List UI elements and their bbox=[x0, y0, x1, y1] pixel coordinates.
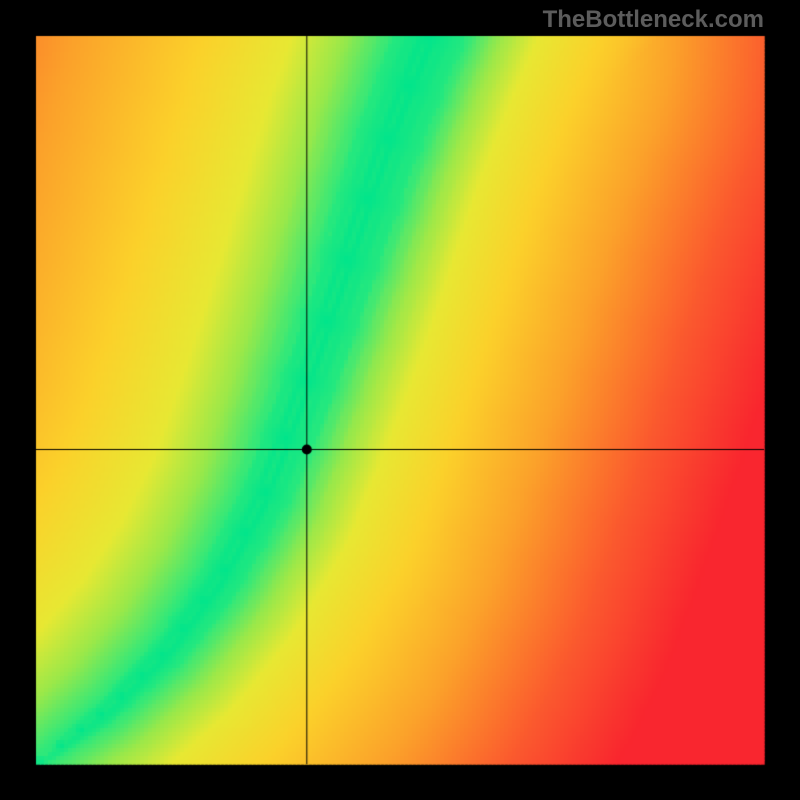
bottleneck-heatmap bbox=[0, 0, 800, 800]
chart-container: TheBottleneck.com bbox=[0, 0, 800, 800]
watermark-text: TheBottleneck.com bbox=[543, 6, 764, 34]
